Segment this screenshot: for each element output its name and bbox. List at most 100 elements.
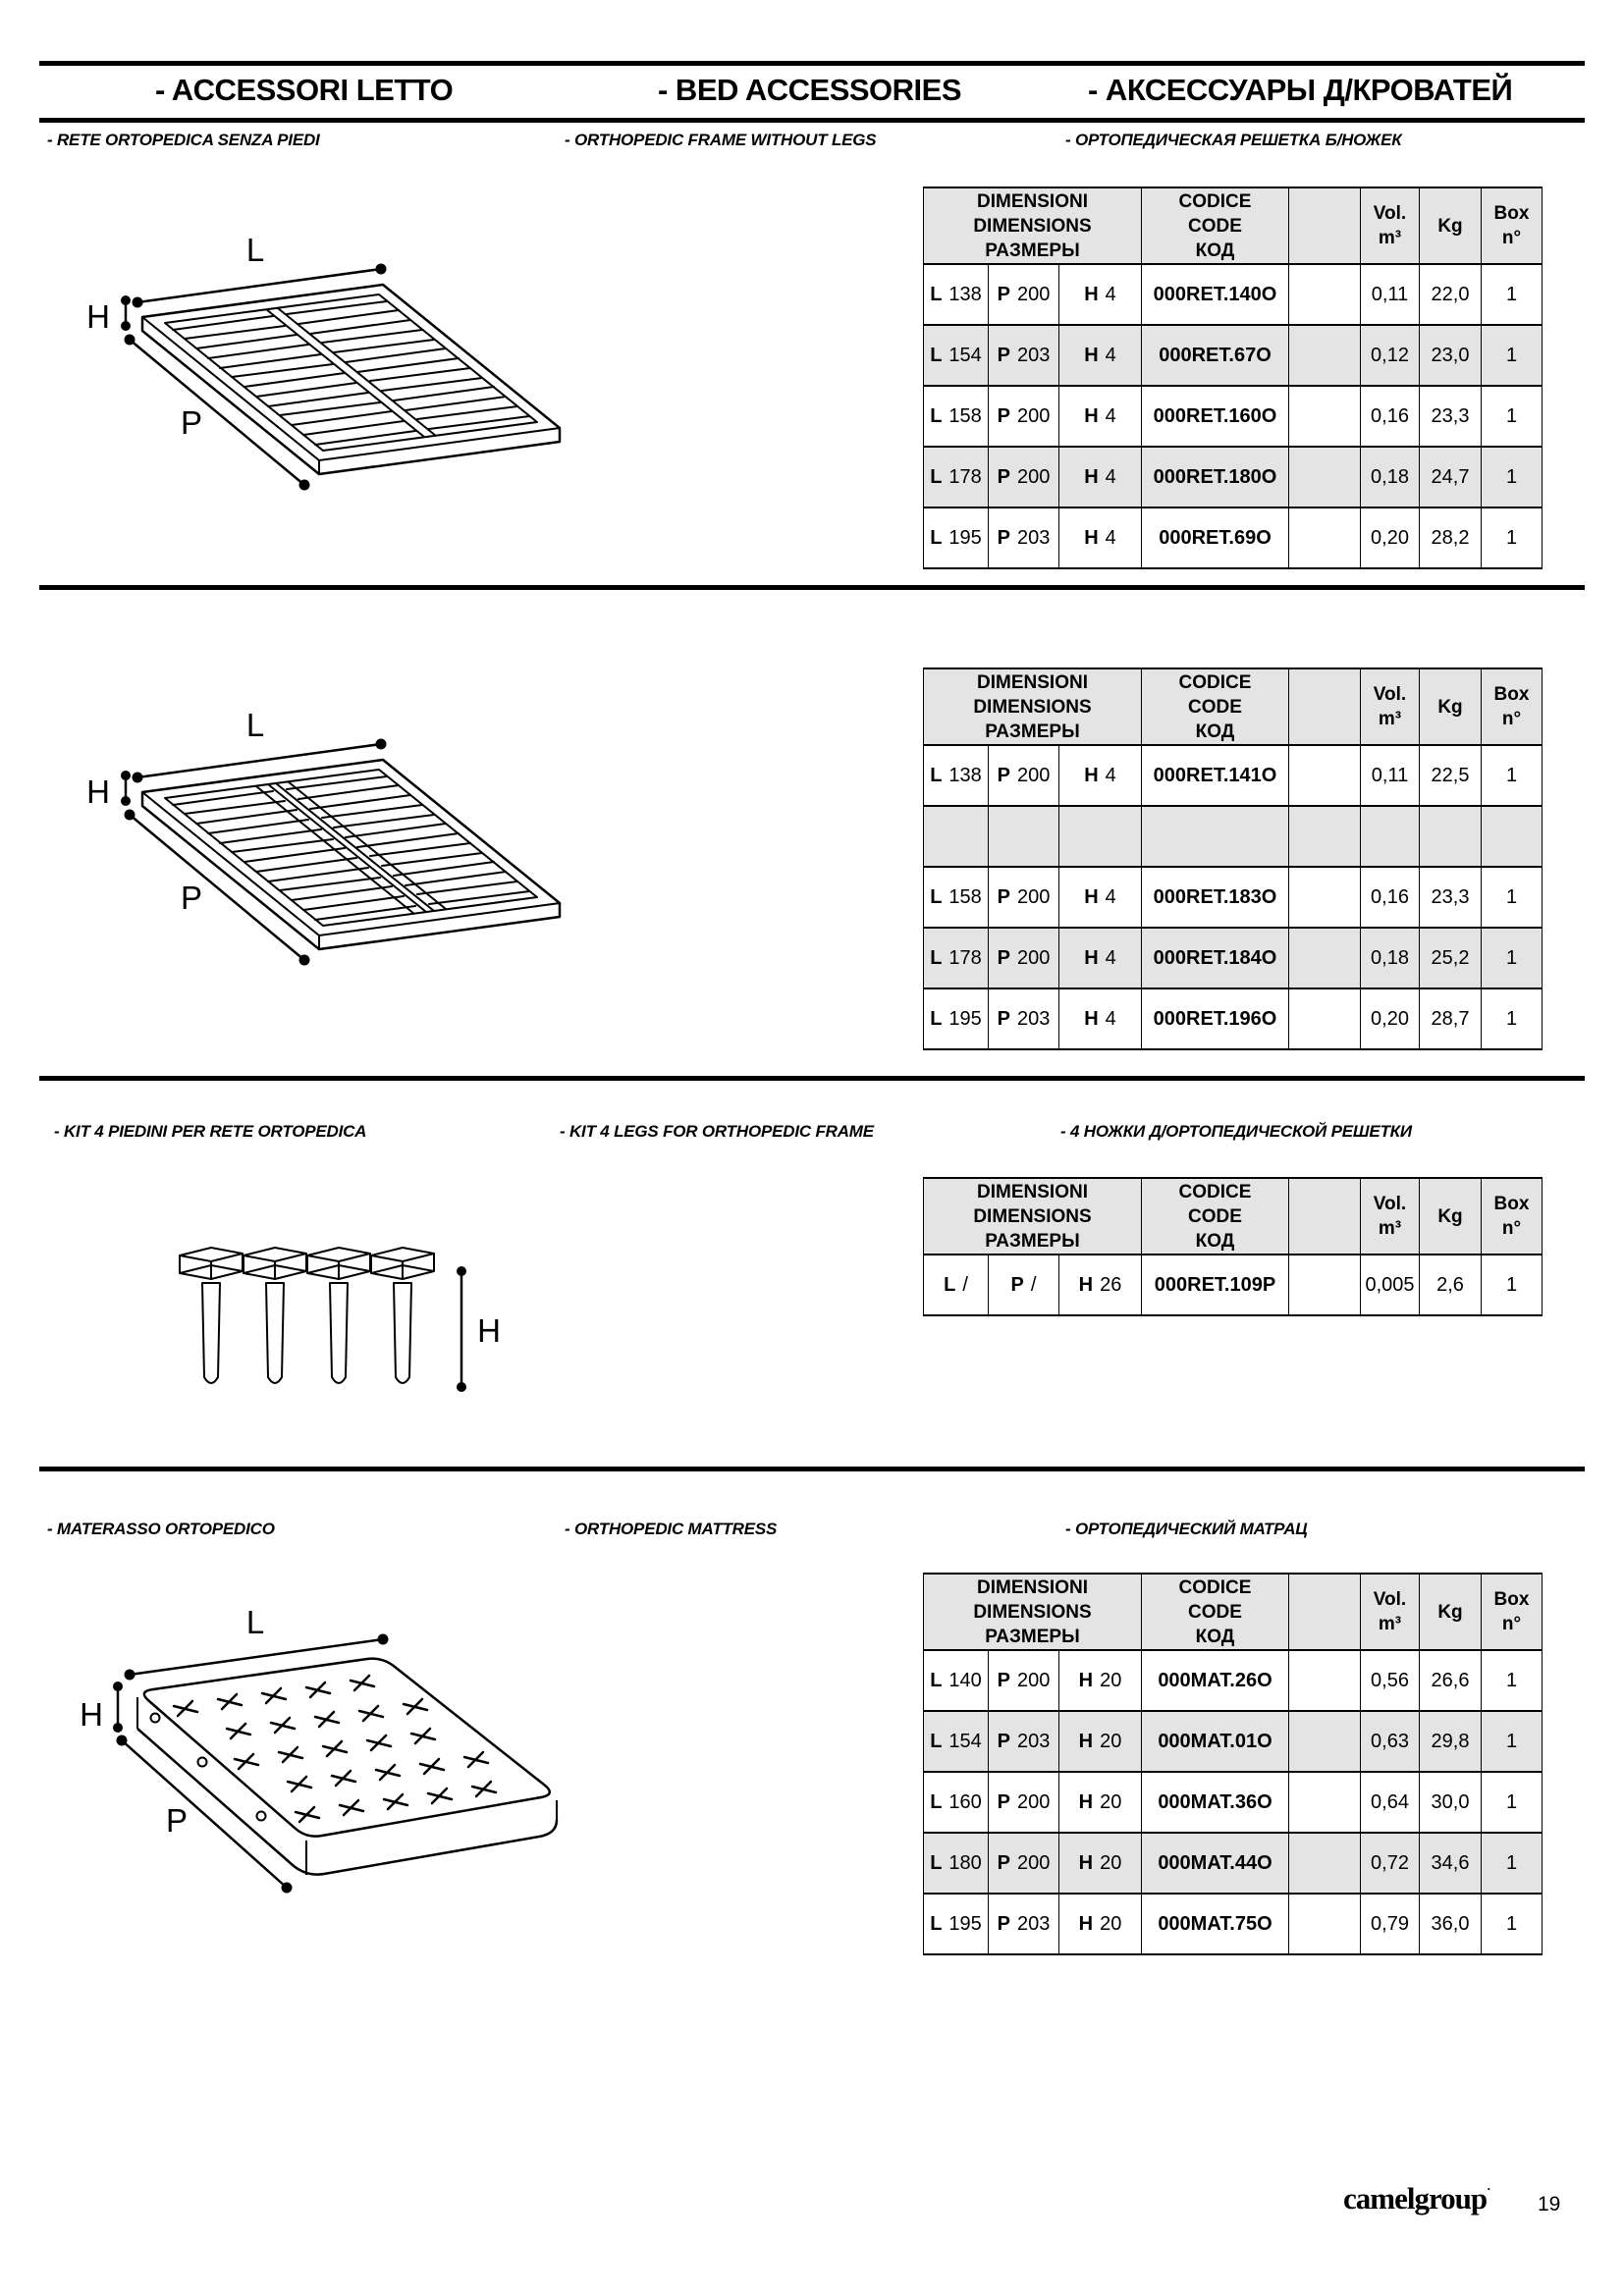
dim-label-l: L [246, 1604, 264, 1640]
dim-letter-l: L [930, 1790, 943, 1813]
cell-code: 000RET.140O [1141, 263, 1289, 326]
spec-table-frame-2: DIMENSIONI DIMENSIONS РАЗМЕРЫ CODICE COD… [923, 667, 1543, 1050]
cell-depth: P 200 [988, 446, 1059, 508]
section1-subtitle-it: - RETE ORTOPEDICA SENZA PIEDI [47, 131, 320, 149]
cell-code: 000MAT.75O [1141, 1893, 1289, 1955]
dim-letter-p: P [997, 1790, 1010, 1813]
cell-code [1141, 805, 1289, 868]
cell-volume: 0,72 [1360, 1832, 1420, 1895]
cell-spacer [1288, 507, 1361, 569]
cell-weight: 34,6 [1419, 1832, 1482, 1895]
dim-value-p: 203 [1016, 1730, 1051, 1752]
cell-volume: 0,20 [1360, 988, 1420, 1050]
cell-length: L 195 [923, 507, 989, 569]
cell-box [1481, 805, 1543, 868]
cell-box: 1 [1481, 1254, 1543, 1316]
cell-code: 000RET.69O [1141, 507, 1289, 569]
cell-code: 000RET.183O [1141, 866, 1289, 929]
header-weight: Kg [1419, 667, 1482, 746]
dim-value-l: / [962, 1273, 968, 1296]
dim-value-p: 200 [1016, 404, 1051, 427]
dim-letter-h: H [1084, 946, 1099, 969]
table-row-empty [923, 805, 1543, 868]
spec-table-legs-kit: DIMENSIONI DIMENSIONS РАЗМЕРЫ CODICE COD… [923, 1177, 1543, 1316]
table-row: L 180 P 200 H 20 000MAT.44O 0,72 34,6 1 [923, 1832, 1543, 1895]
cell-depth [988, 805, 1059, 868]
cell-depth: P 200 [988, 263, 1059, 326]
cell-spacer [1288, 1832, 1361, 1895]
dim-value-h: 4 [1105, 885, 1116, 908]
dim-letter-p: P [1010, 1273, 1024, 1296]
header-dimensions: DIMENSIONI DIMENSIONS РАЗМЕРЫ [923, 1573, 1142, 1651]
dim-letter-h: H [1084, 404, 1099, 427]
cell-volume: 0,18 [1360, 446, 1420, 508]
cell-box: 1 [1481, 1893, 1543, 1955]
dim-value-p: 203 [1016, 1912, 1051, 1935]
dim-letter-h: H [1084, 344, 1099, 366]
cell-length: L 154 [923, 1710, 989, 1773]
dim-value-l: 154 [948, 1730, 982, 1752]
dim-value-h: 4 [1105, 404, 1116, 427]
cell-code: 000MAT.36O [1141, 1771, 1289, 1834]
table-row: L 140 P 200 H 20 000MAT.26O 0,56 26,6 1 [923, 1649, 1543, 1712]
dim-letter-h: H [1084, 885, 1099, 908]
cell-volume: 0,16 [1360, 385, 1420, 448]
dim-label-p: P [166, 1802, 188, 1839]
dim-letter-l: L [930, 404, 943, 427]
cell-length: L 195 [923, 1893, 989, 1955]
section1-subtitle-ru: - ОРТОПЕДИЧЕСКАЯ РЕШЕТКА Б/НОЖЕК [1065, 131, 1402, 149]
dim-label-h: H [80, 1696, 103, 1733]
cell-height: H 20 [1058, 1710, 1142, 1773]
cell-spacer [1288, 1710, 1361, 1773]
header-code: CODICE CODE КОД [1141, 187, 1289, 265]
dim-letter-l: L [930, 1851, 943, 1874]
cell-length: L 158 [923, 385, 989, 448]
dim-letter-h: H [1084, 1007, 1099, 1030]
header-weight: Kg [1419, 187, 1482, 265]
dim-value-p: / [1030, 1273, 1037, 1296]
header-weight: Kg [1419, 1177, 1482, 1255]
cell-box: 1 [1481, 866, 1543, 929]
cell-weight: 2,6 [1419, 1254, 1482, 1316]
cell-code: 000MAT.01O [1141, 1710, 1289, 1773]
dim-letter-p: P [997, 283, 1010, 305]
legs-kit-drawing: H [179, 1247, 501, 1392]
section1-subtitle-en: - ORTHOPEDIC FRAME WITHOUT LEGS [565, 131, 877, 149]
dim-letter-h: H [1084, 526, 1099, 549]
cell-height: H 20 [1058, 1649, 1142, 1712]
cell-weight: 24,7 [1419, 446, 1482, 508]
cell-height: H 20 [1058, 1832, 1142, 1895]
cell-length: L / [923, 1254, 989, 1316]
dim-letter-h: H [1078, 1851, 1094, 1874]
cell-depth: P 203 [988, 1710, 1059, 1773]
cell-box: 1 [1481, 507, 1543, 569]
dim-letter-p: P [997, 1912, 1010, 1935]
cell-weight: 22,5 [1419, 744, 1482, 807]
orthopedic-frame-drawing-2: L H P [86, 707, 562, 966]
dim-value-h: 4 [1105, 526, 1116, 549]
cell-weight: 29,8 [1419, 1710, 1482, 1773]
cell-box: 1 [1481, 446, 1543, 508]
cell-box: 1 [1481, 385, 1543, 448]
dim-value-l: 158 [948, 404, 982, 427]
cell-spacer [1288, 263, 1361, 326]
dim-value-h: 4 [1105, 465, 1116, 488]
header-spacer [1288, 1177, 1361, 1255]
header-box: Box n° [1481, 1177, 1543, 1255]
cell-code: 000RET.67O [1141, 324, 1289, 387]
section3-subtitle-en: - ORTHOPEDIC MATTRESS [565, 1520, 778, 1538]
cell-spacer [1288, 988, 1361, 1050]
spec-table-frame-1: DIMENSIONI DIMENSIONS РАЗМЕРЫ CODICE COD… [923, 187, 1543, 569]
dim-label-p: P [181, 404, 202, 441]
cell-height: H 20 [1058, 1893, 1142, 1955]
cell-depth: P 200 [988, 1771, 1059, 1834]
cell-volume: 0,005 [1360, 1254, 1420, 1316]
page-title-ru: - АКСЕССУАРЫ Д/КРОВАТЕЙ [1088, 73, 1513, 107]
dim-value-l: 180 [948, 1851, 982, 1874]
section-divider-rule [39, 1076, 1585, 1081]
dim-letter-p: P [997, 1730, 1010, 1752]
